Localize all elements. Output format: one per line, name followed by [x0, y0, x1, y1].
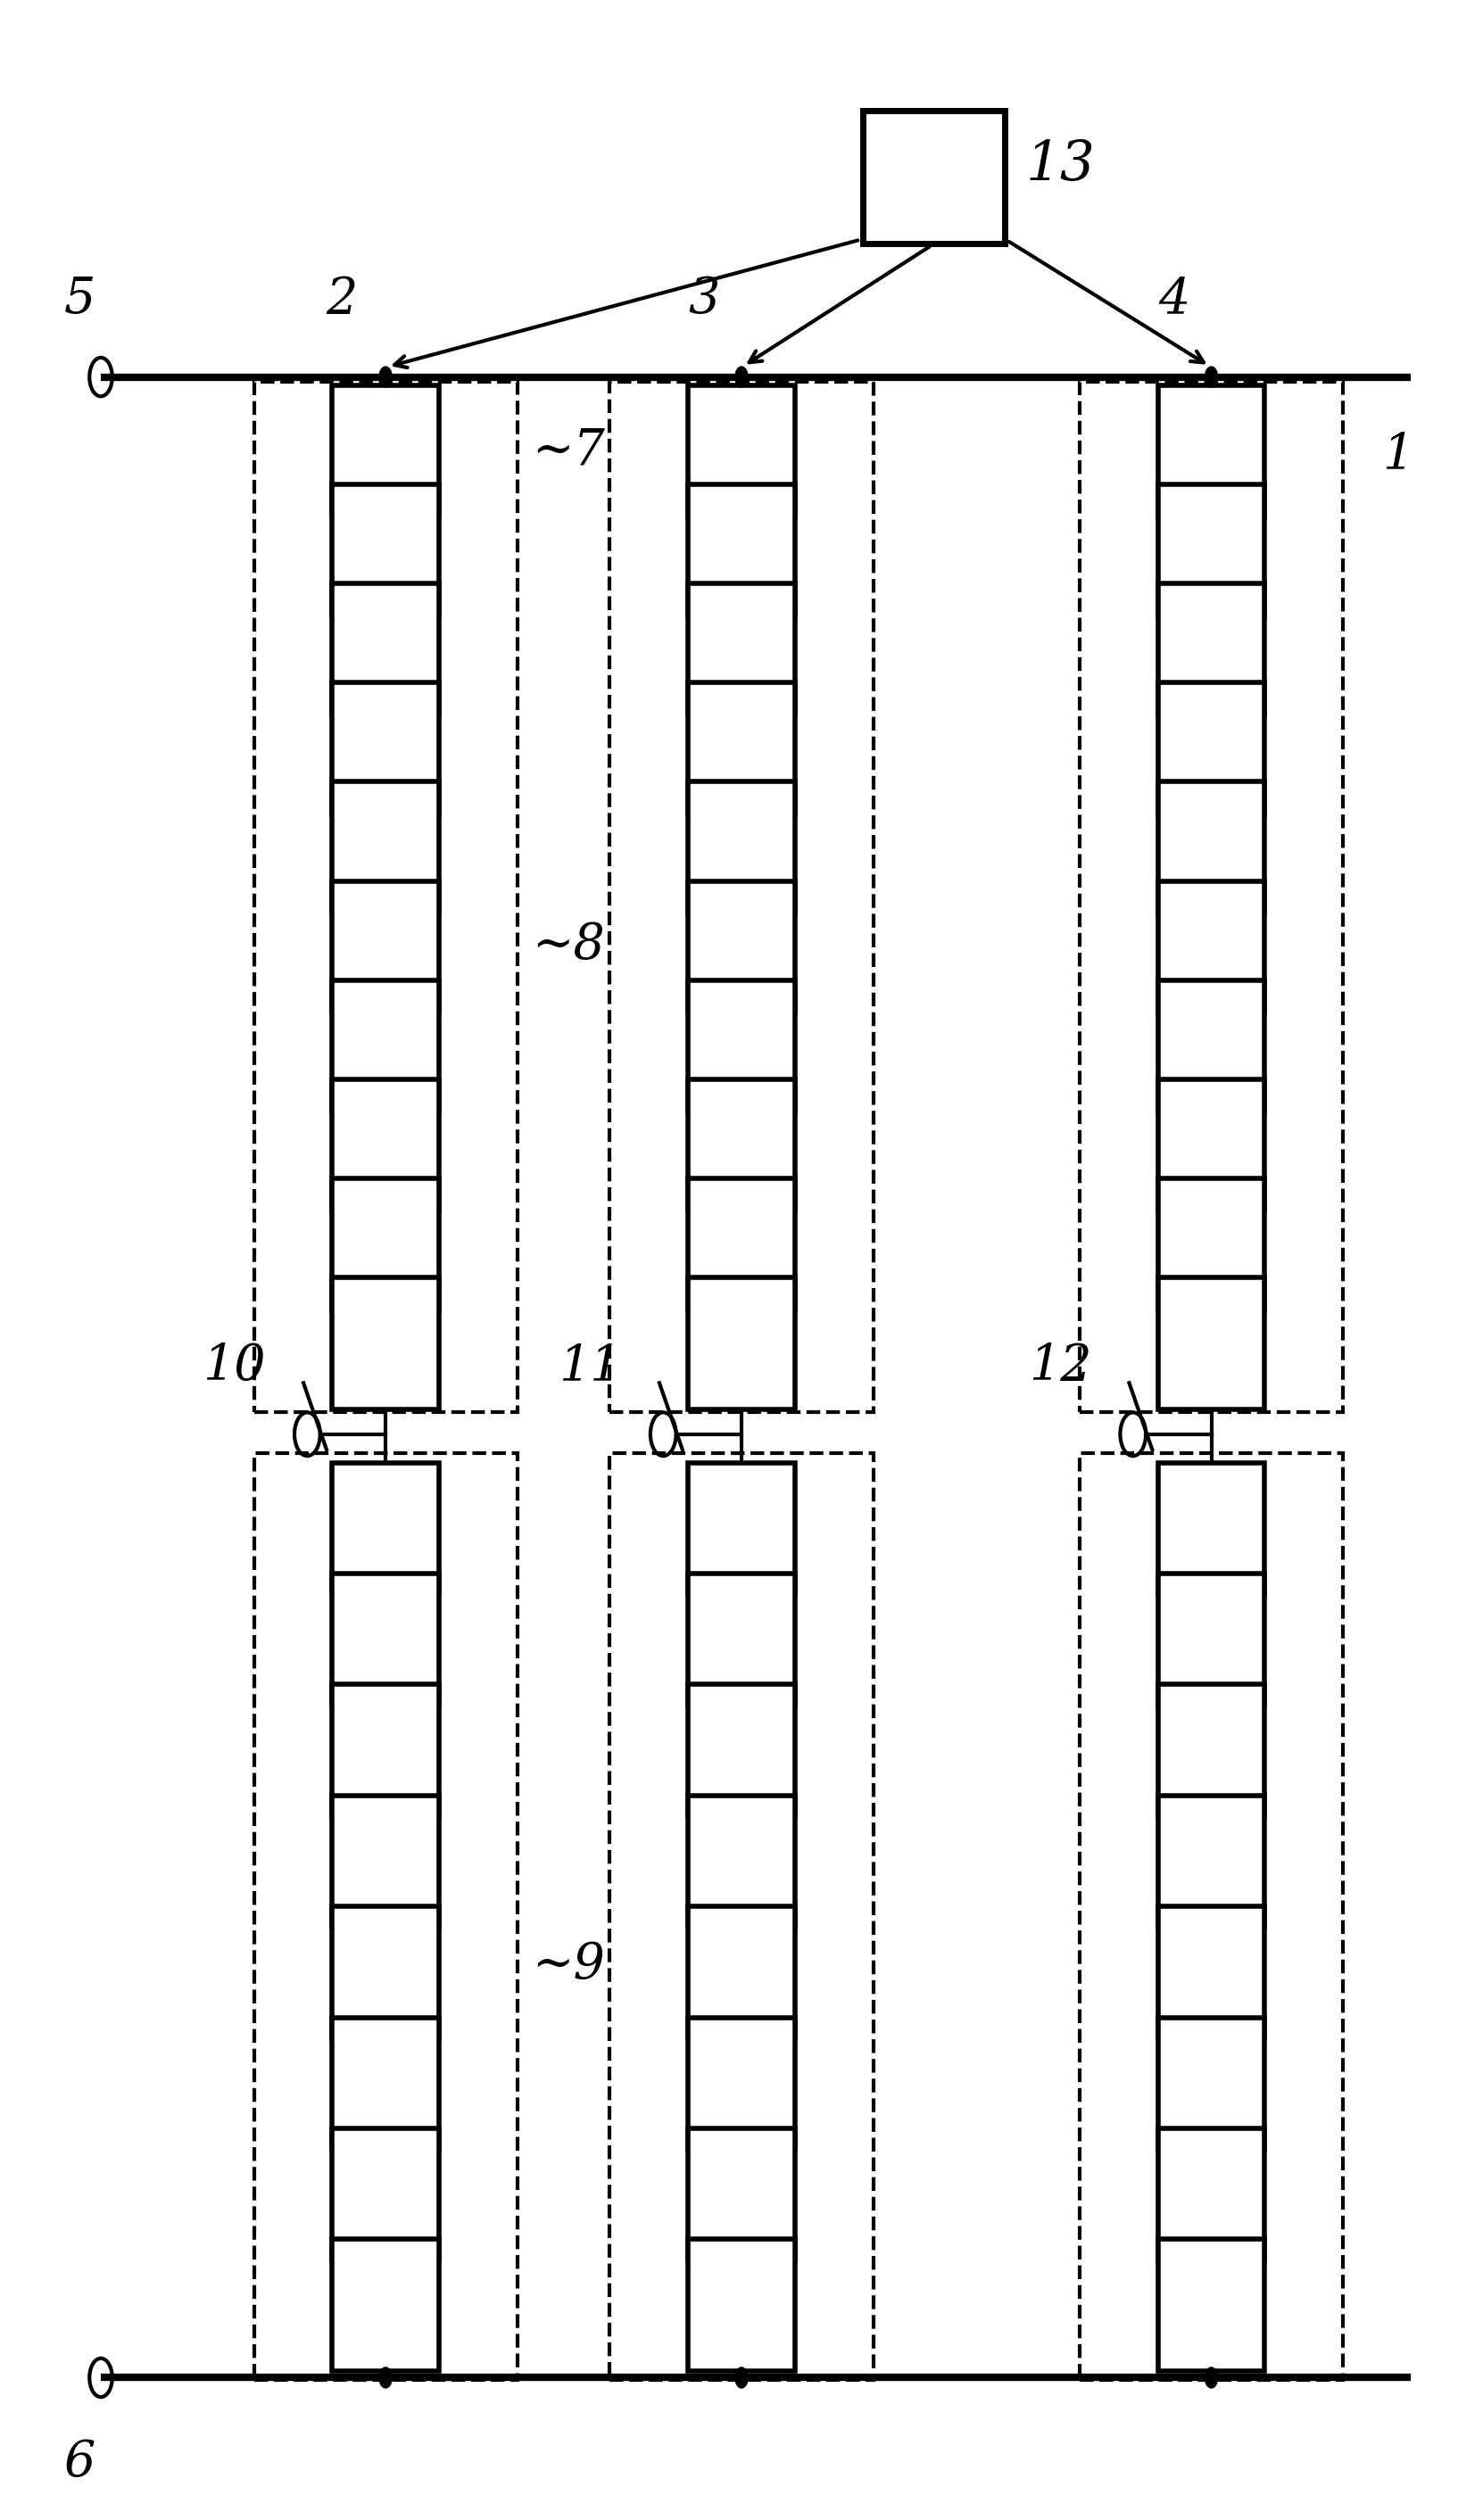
- Bar: [332, 1572, 439, 1706]
- Circle shape: [1206, 368, 1218, 386]
- Bar: [332, 781, 439, 912]
- Bar: [1080, 383, 1344, 1411]
- Bar: [688, 1683, 795, 1817]
- Text: 6: 6: [64, 2439, 95, 2487]
- Text: 12: 12: [1029, 1341, 1091, 1391]
- Bar: [1158, 1179, 1265, 1310]
- Bar: [688, 1462, 795, 1595]
- Bar: [688, 386, 795, 517]
- Text: ~9: ~9: [531, 1940, 605, 1991]
- Bar: [332, 1797, 439, 1928]
- Bar: [332, 1683, 439, 1817]
- Bar: [1158, 1797, 1265, 1928]
- Text: 5: 5: [64, 275, 95, 323]
- Bar: [332, 1908, 439, 2039]
- Bar: [688, 2129, 795, 2260]
- Bar: [254, 1454, 518, 2379]
- Bar: [688, 582, 795, 716]
- Bar: [1080, 1454, 1344, 2379]
- Text: 3: 3: [688, 275, 721, 323]
- Bar: [332, 484, 439, 615]
- Bar: [1158, 683, 1265, 814]
- Bar: [332, 2129, 439, 2260]
- Bar: [688, 1278, 795, 1409]
- Bar: [610, 383, 873, 1411]
- Bar: [332, 1179, 439, 1310]
- Bar: [610, 1454, 873, 2379]
- Bar: [332, 386, 439, 517]
- Bar: [1158, 980, 1265, 1111]
- Bar: [1158, 2129, 1265, 2260]
- Text: 2: 2: [326, 275, 357, 323]
- Bar: [1158, 484, 1265, 615]
- Circle shape: [736, 2369, 747, 2386]
- Bar: [1158, 1572, 1265, 1706]
- Bar: [688, 1797, 795, 1928]
- Bar: [332, 2240, 439, 2371]
- Text: ~8: ~8: [531, 922, 605, 970]
- Text: 4: 4: [1158, 275, 1189, 323]
- Bar: [332, 1462, 439, 1595]
- Bar: [688, 683, 795, 814]
- Bar: [688, 1572, 795, 1706]
- Bar: [1158, 1462, 1265, 1595]
- Bar: [332, 882, 439, 1013]
- Bar: [688, 1179, 795, 1310]
- Bar: [1158, 2240, 1265, 2371]
- Bar: [688, 2019, 795, 2150]
- Bar: [332, 980, 439, 1111]
- Text: 1: 1: [1382, 431, 1413, 479]
- Bar: [688, 1908, 795, 2039]
- Bar: [688, 980, 795, 1111]
- Bar: [1158, 386, 1265, 517]
- Bar: [332, 683, 439, 814]
- Bar: [1158, 882, 1265, 1013]
- Text: 10: 10: [203, 1341, 265, 1391]
- Circle shape: [1206, 2369, 1218, 2386]
- Bar: [1158, 781, 1265, 912]
- Text: 13: 13: [1026, 139, 1096, 192]
- Bar: [332, 582, 439, 716]
- Circle shape: [380, 368, 392, 386]
- Bar: [1158, 1908, 1265, 2039]
- Text: ~7: ~7: [531, 426, 605, 476]
- Bar: [332, 1278, 439, 1409]
- Bar: [254, 383, 518, 1411]
- Bar: [1158, 582, 1265, 716]
- Bar: [332, 1079, 439, 1212]
- Bar: [1158, 2019, 1265, 2150]
- Bar: [688, 484, 795, 615]
- Bar: [688, 2240, 795, 2371]
- Bar: [863, 111, 1005, 244]
- Bar: [688, 781, 795, 912]
- Bar: [1158, 1079, 1265, 1212]
- Circle shape: [736, 368, 747, 386]
- Bar: [1158, 1683, 1265, 1817]
- Circle shape: [380, 2369, 392, 2386]
- Text: 11: 11: [559, 1341, 621, 1391]
- Bar: [1158, 1278, 1265, 1409]
- Bar: [688, 882, 795, 1013]
- Bar: [688, 1079, 795, 1212]
- Bar: [332, 2019, 439, 2150]
